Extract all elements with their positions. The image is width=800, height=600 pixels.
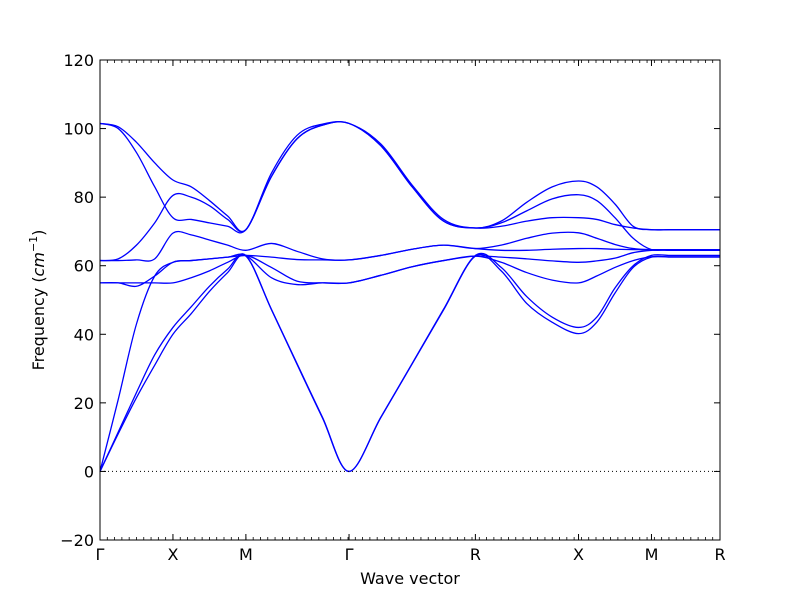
plot-area-frame [99, 59, 721, 541]
x-tick-label: X [573, 545, 584, 564]
phonon-branch-9 [99, 121, 720, 233]
y-axis: −20 0 20 40 60 80 100 120 [60, 51, 720, 550]
y-axis-label: Frequency (cm−1) [27, 230, 48, 371]
y-tick-label: 20 [74, 394, 94, 413]
y-tick-label: 120 [63, 51, 94, 70]
x-tick-label: M [645, 545, 659, 564]
x-tick-label: Γ [96, 545, 105, 564]
y-axis-label-exponent: −1 [27, 236, 40, 252]
phonon-branch-2 [99, 252, 720, 473]
phonon-branch-3 [99, 253, 720, 472]
x-tick-label: M [239, 545, 253, 564]
y-tick-label: 0 [84, 462, 94, 481]
x-axis-label: Wave vector [360, 569, 460, 588]
y-tick-label: −20 [60, 531, 94, 550]
y-tick-label: 60 [74, 257, 94, 276]
phonon-branch-6 [99, 230, 720, 262]
y-axis-label-prefix: Frequency ( [29, 276, 48, 370]
phonon-branch-7 [99, 121, 720, 262]
y-axis-label-unit: cm [29, 252, 48, 276]
phonon-branch-1 [99, 253, 720, 473]
y-tick-label: 80 [74, 188, 94, 207]
x-tick-label: R [470, 545, 481, 564]
x-tick-label: R [714, 545, 725, 564]
y-tick-label: 40 [74, 325, 94, 344]
x-tick-label: Γ [345, 545, 354, 564]
y-tick-label: 100 [63, 120, 94, 139]
x-tick-label: X [167, 545, 178, 564]
series-layer [99, 121, 720, 473]
phonon-branch-8 [99, 121, 720, 252]
phonon-branch-4 [100, 249, 720, 285]
phonon-branch-5 [99, 244, 720, 288]
y-axis-label-suffix: ) [29, 230, 48, 236]
